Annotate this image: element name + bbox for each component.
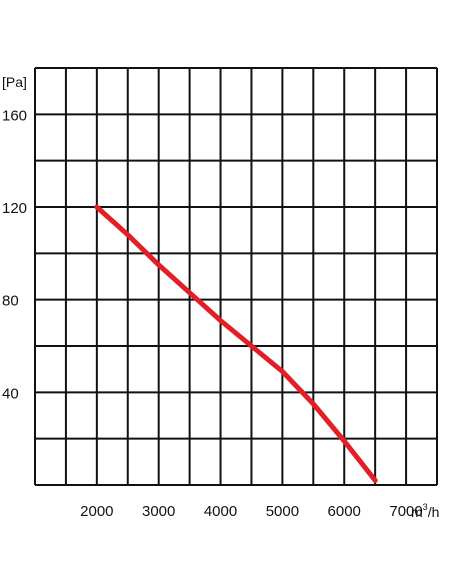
series-layer [94,204,378,483]
series-line-0 [94,204,378,483]
x-tick-label-2000: 2000 [80,503,113,520]
x-tick-label-4000: 4000 [204,503,237,520]
x-unit-base: m [411,504,423,520]
y-tick-label-40: 40 [2,385,19,402]
y-tick-label-120: 120 [2,200,27,217]
plot-grid [34,67,438,486]
y-tick-label-160: 160 [2,107,27,124]
x-tick-label-5000: 5000 [266,503,299,520]
y-axis-unit: [Pa] [2,74,27,90]
x-tick-label-6000: 6000 [328,503,361,520]
x-tick-label-7000: 7000 [389,503,422,520]
x-axis-unit: m3/h [411,502,439,520]
x-unit-sup: 3 [423,502,428,512]
y-tick-label-80: 80 [2,293,19,310]
x-tick-label-3000: 3000 [142,503,175,520]
x-unit-tail: /h [428,504,440,520]
tick-labels: 2000 3000 4000 5000 6000 7000 40 80 120 160 [2,107,423,520]
